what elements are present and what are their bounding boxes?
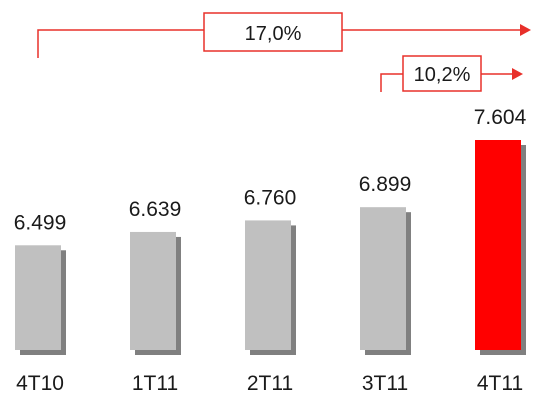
category-label-4T11: 4T11 (477, 372, 523, 395)
value-label-3T11: 6.899 (359, 173, 412, 196)
bars-group (15, 140, 526, 355)
growth-annotation-recent: 10,2% (380, 55, 523, 92)
bar-1T11 (130, 231, 176, 350)
value-label-4T10: 6.499 (14, 211, 67, 234)
growth-label-recent: 10,2% (414, 64, 471, 86)
category-labels-group: 4T10 1T11 2T11 3T11 4T11 (16, 372, 523, 395)
value-labels-group: 6.499 6.639 6.760 6.899 7.604 (14, 106, 527, 234)
growth-arrow-total-line (37, 29, 520, 58)
category-label-4T10: 4T10 (16, 372, 64, 395)
category-label-2T11: 2T11 (247, 372, 293, 395)
bar-3T11 (360, 207, 406, 350)
growth-arrow-total-head (520, 24, 531, 36)
growth-label-total: 17,0% (245, 23, 302, 45)
bar-2T11 (245, 220, 291, 350)
category-label-3T11: 3T11 (362, 372, 408, 395)
value-label-1T11: 6.639 (129, 198, 182, 221)
growth-label-recent-box (402, 55, 482, 92)
category-label-1T11: 1T11 (132, 372, 178, 395)
bar-4T10 (15, 245, 61, 350)
bar-4T11 (475, 140, 521, 350)
growth-label-total-box (203, 12, 343, 52)
value-label-2T11: 6.760 (244, 186, 297, 209)
value-label-4T11: 7.604 (474, 106, 527, 129)
growth-arrow-recent-head (512, 68, 523, 80)
growth-annotation-total: 17,0% (37, 12, 531, 58)
